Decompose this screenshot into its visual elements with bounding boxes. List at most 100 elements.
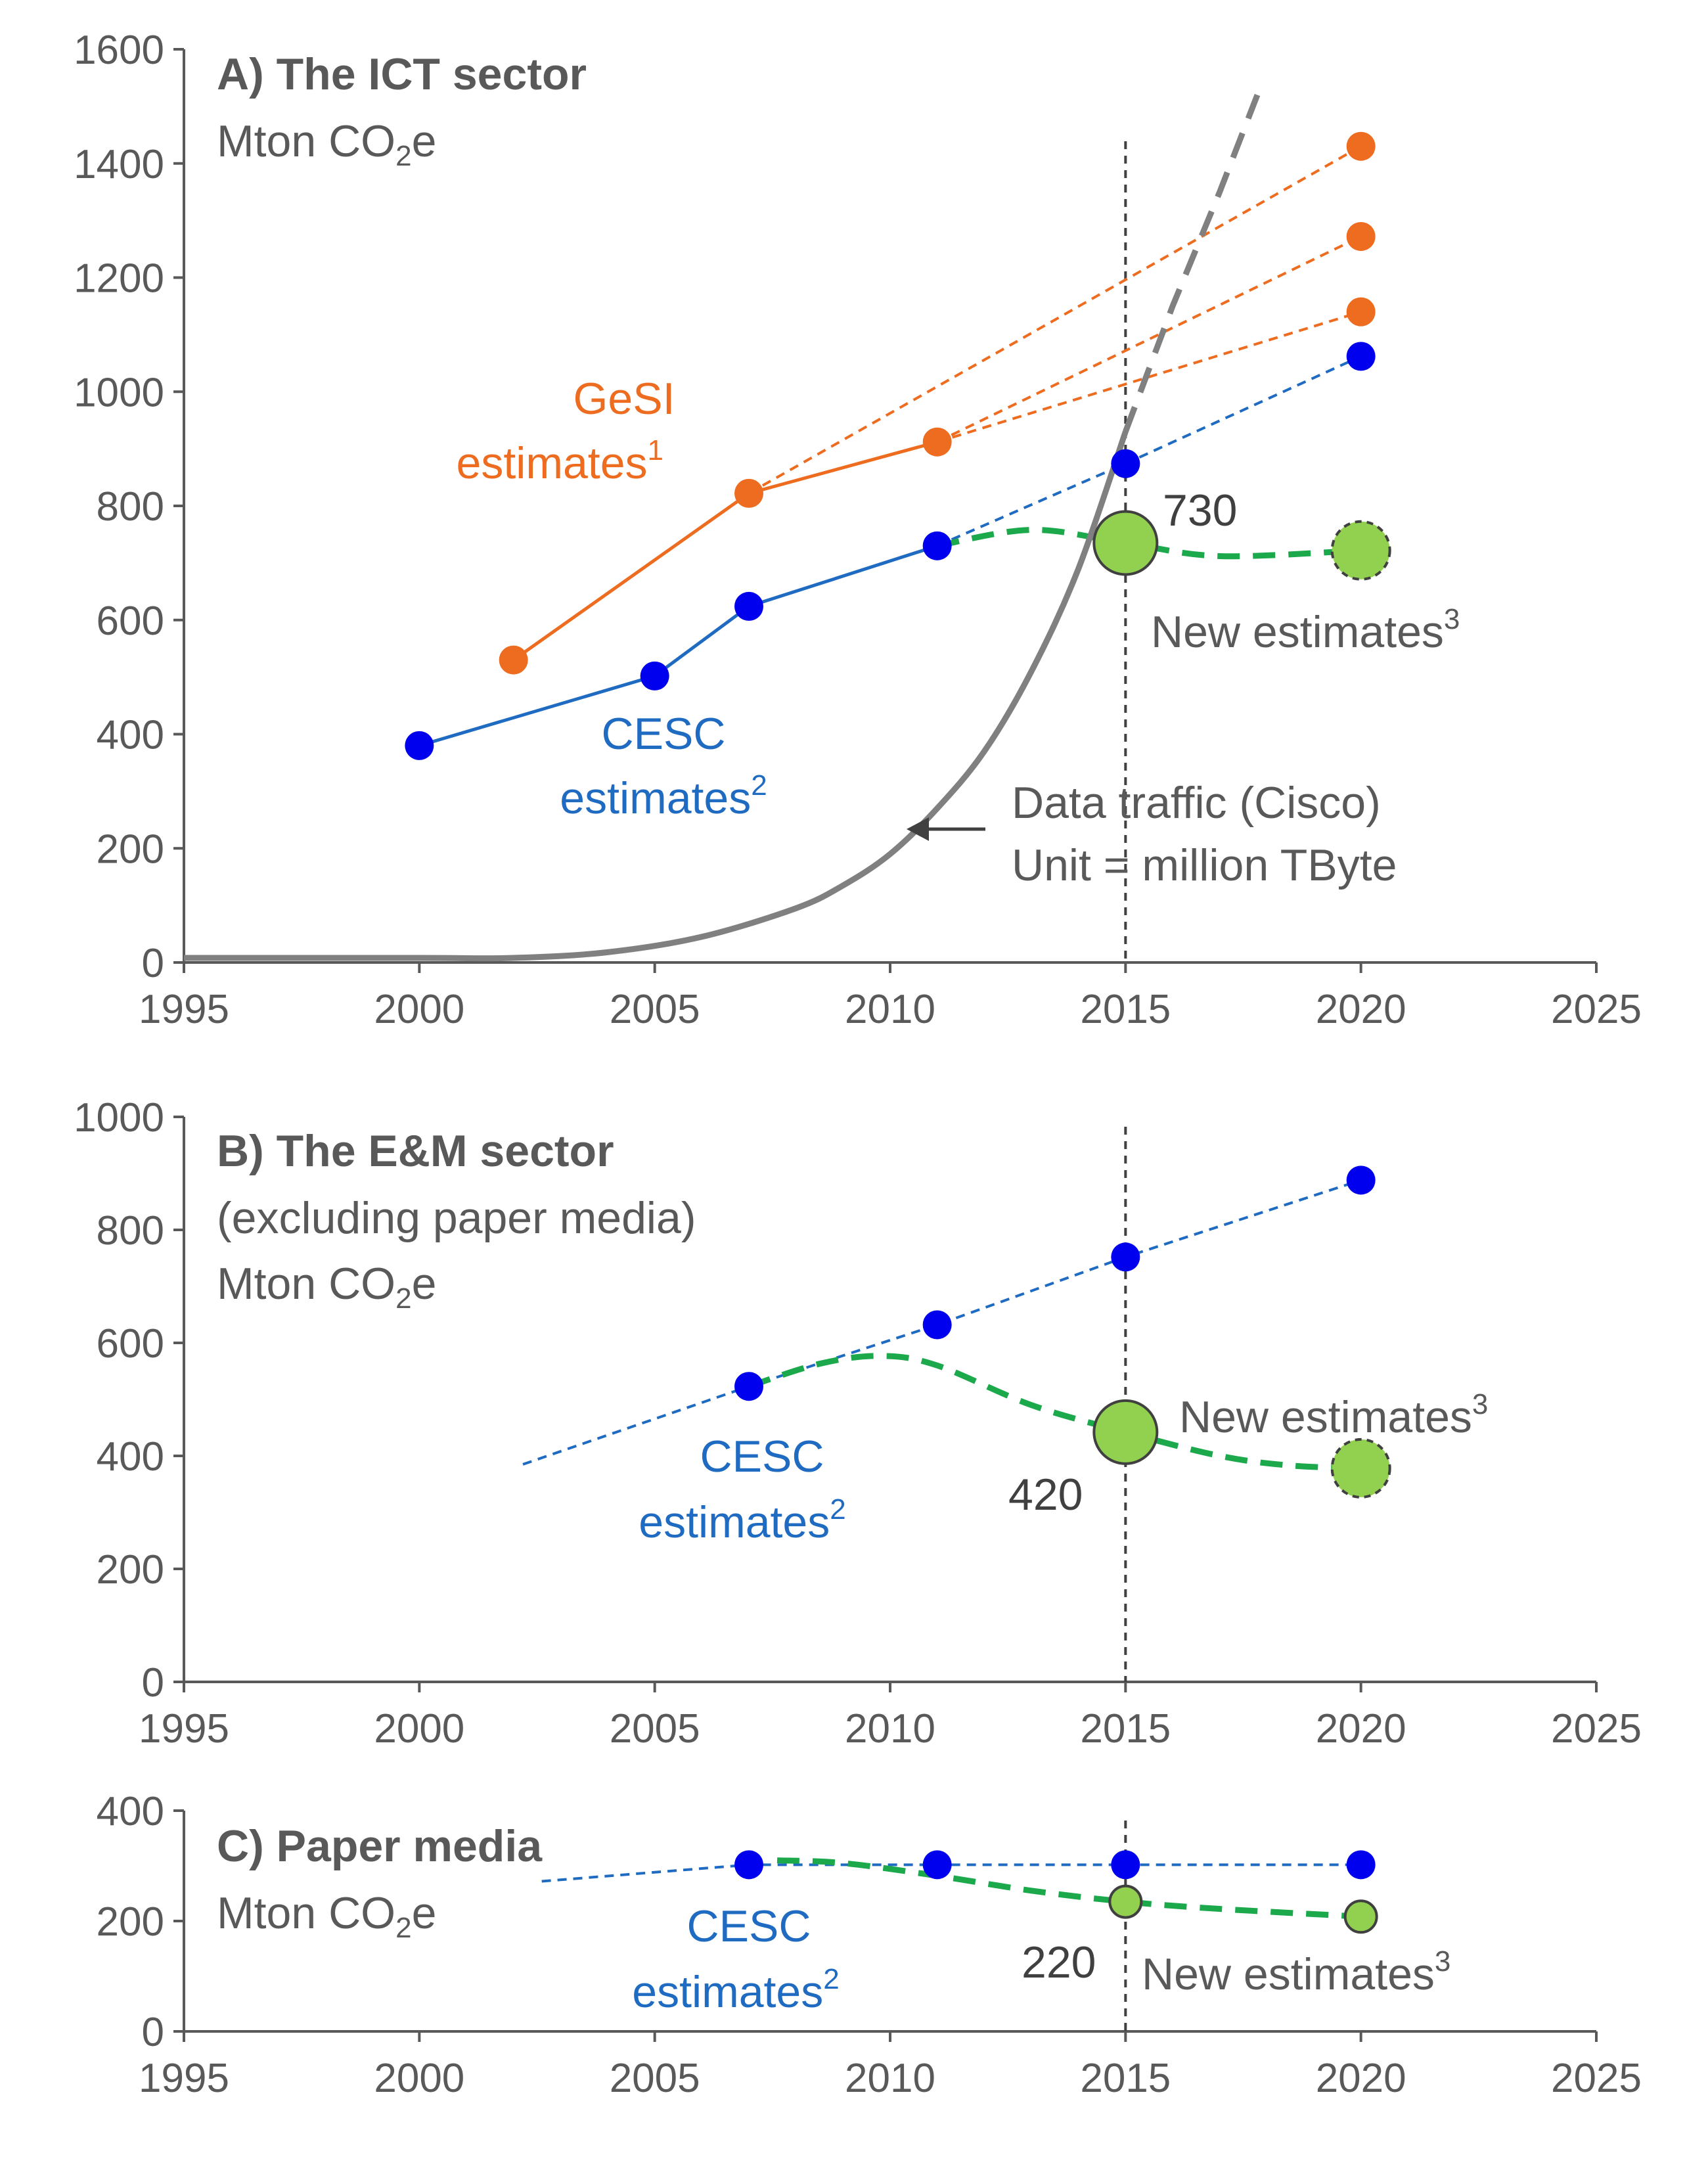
gesi-point — [1346, 131, 1376, 161]
x-tick-label: 2005 — [610, 987, 700, 1032]
panel-paper-title: C) Paper media — [217, 1821, 543, 1871]
panel-paper-markers — [734, 1850, 1378, 1934]
em-value-2015: 420 — [1008, 1470, 1083, 1520]
y-tick-label: 0 — [142, 941, 164, 986]
y-tick-label: 1400 — [74, 142, 164, 187]
new-estimate-point — [1108, 1884, 1143, 1919]
x-tick-label: 2000 — [374, 2056, 464, 2101]
x-tick-label: 1995 — [139, 1706, 229, 1752]
x-tick-label: 2010 — [845, 987, 935, 1032]
panel-paper-media: 0 200 400 1995 2000 2005 2010 2015 2020 2025 C) P… — [97, 1789, 1642, 2101]
ict-value-2015: 730 — [1163, 486, 1237, 535]
cesc-point — [1111, 449, 1140, 478]
x-tick-label: 2015 — [1080, 987, 1171, 1032]
x-tick-label: 2015 — [1080, 1706, 1171, 1752]
series-blue-dashed — [522, 1179, 1362, 1466]
y-tick-label: 400 — [97, 1434, 164, 1480]
new-estimate-point — [1092, 510, 1159, 576]
panel-paper-series — [541, 1857, 1361, 1920]
cesc-point — [922, 1310, 952, 1340]
x-tick-label: 2010 — [845, 1706, 935, 1752]
panel-ict-unit: Mton CO2e — [217, 116, 436, 172]
y-tick-label: 0 — [142, 1660, 164, 1706]
traffic-label-line2: Unit = million TByte — [1012, 840, 1397, 890]
x-tick-label: 2010 — [845, 2056, 935, 2101]
cesc-point — [734, 591, 763, 621]
traffic-label-line1: Data traffic (Cisco) — [1012, 778, 1381, 828]
x-tick-label: 2020 — [1316, 987, 1406, 1032]
new-estimate-projection-point — [1330, 1437, 1391, 1499]
panel-em-title: B) The E&M sector — [217, 1126, 614, 1176]
cesc-point — [734, 1372, 763, 1401]
series-green-dashed — [776, 1857, 1361, 1920]
cesc-point — [1111, 1242, 1140, 1272]
paper-cesc-label-line2: estimates2 — [632, 1963, 839, 2017]
paper-new-estimates-label: New estimates3 — [1142, 1945, 1450, 1999]
x-tick-label: 2025 — [1551, 2056, 1642, 2101]
x-tick-label: 2020 — [1316, 2056, 1406, 2101]
paper-cesc-label-line1: CESC — [687, 1901, 811, 1951]
x-tick-label: 2015 — [1080, 2056, 1171, 2101]
gesi-point — [734, 478, 763, 508]
y-tick-label: 600 — [97, 599, 164, 644]
y-tick-label: 1600 — [74, 28, 164, 73]
y-tick-label: 1000 — [74, 1095, 164, 1141]
y-tick-label: 600 — [97, 1321, 164, 1367]
series-orange-dashed — [748, 145, 1362, 495]
gesi-point — [1346, 297, 1376, 327]
x-tick-label: 1995 — [139, 2056, 229, 2101]
y-tick-label: 1200 — [74, 256, 164, 302]
panel-em-unit: Mton CO2e — [217, 1259, 436, 1315]
new-estimate-point — [1092, 1399, 1159, 1465]
x-tick-label: 2000 — [374, 1706, 464, 1752]
series-green-dashed — [748, 1353, 1361, 1472]
x-tick-label: 1995 — [139, 987, 229, 1032]
y-tick-label: 200 — [97, 1899, 164, 1945]
x-tick-label: 2005 — [610, 2056, 700, 2101]
panel-ict-axes: 0 200 400 600 800 1000 1200 1400 1600 1995 2000 200… — [74, 28, 1642, 1032]
gesi-point — [922, 427, 952, 457]
gesi-label-line2: estimates1 — [457, 434, 663, 488]
em-cesc-label-line1: CESC — [700, 1432, 824, 1482]
new-estimate-projection-point — [1330, 520, 1391, 581]
cesc-point — [1346, 342, 1376, 371]
x-tick-label: 2025 — [1551, 987, 1642, 1032]
em-new-estimates-label: New estimates3 — [1179, 1388, 1488, 1442]
series-grey-dashed — [1123, 93, 1261, 433]
cesc-point — [922, 531, 952, 560]
y-tick-label: 800 — [97, 1208, 164, 1254]
series-blue-dashed — [936, 355, 1362, 547]
y-tick-label: 0 — [142, 2010, 164, 2055]
panel-ict-sector: 0 200 400 600 800 1000 1200 1400 1600 1995 2000 200… — [74, 28, 1642, 1032]
cesc-point — [1346, 1850, 1376, 1880]
cesc-point — [405, 731, 434, 760]
series-blue-solid — [418, 544, 938, 748]
paper-value-2015: 220 — [1022, 1937, 1096, 1987]
cesc-point — [734, 1850, 763, 1880]
x-tick-label: 2000 — [374, 987, 464, 1032]
y-tick-label: 400 — [97, 1789, 164, 1834]
panel-ict-markers — [405, 131, 1391, 760]
panel-em-sector: 0 200 400 600 800 1000 1995 2000 2005 2010 2015 202… — [74, 1095, 1642, 1752]
ict-cesc-label-line2: estimates2 — [560, 769, 767, 823]
y-tick-label: 200 — [97, 826, 164, 872]
gesi-label-line1: GeSI — [573, 374, 675, 424]
gesi-point — [1346, 221, 1376, 251]
gesi-point — [499, 645, 528, 675]
x-tick-label: 2005 — [610, 1706, 700, 1752]
panel-paper-unit: Mton CO2e — [217, 1888, 436, 1944]
y-tick-label: 200 — [97, 1547, 164, 1593]
y-tick-label: 800 — [97, 484, 164, 530]
cesc-point — [1111, 1850, 1140, 1880]
cesc-point — [1346, 1165, 1376, 1195]
cesc-point — [640, 661, 669, 690]
traffic-arrow-head — [907, 817, 929, 841]
ict-cesc-label-line1: CESC — [602, 709, 726, 759]
panel-em-series — [522, 1179, 1362, 1472]
ict-new-estimates-label: New estimates3 — [1151, 603, 1460, 657]
em-cesc-label-line2: estimates2 — [639, 1493, 845, 1547]
panel-em-subtitle: (excluding paper media) — [217, 1193, 696, 1243]
series-grey-solid — [184, 430, 1129, 962]
y-tick-label: 400 — [97, 713, 164, 758]
